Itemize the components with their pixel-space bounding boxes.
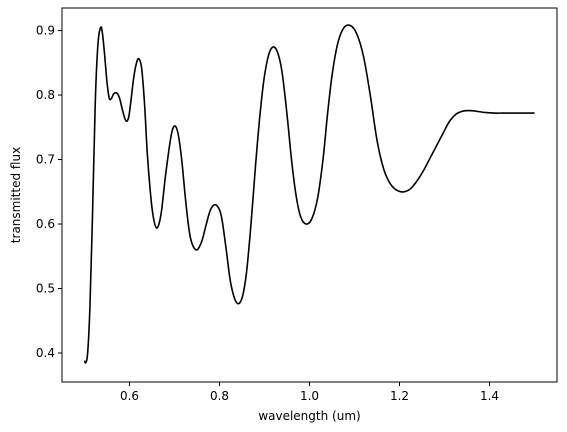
x-tick-label: 1.4 — [480, 389, 499, 403]
y-tick-label: 0.4 — [36, 346, 55, 360]
series-line-0 — [83, 24, 535, 364]
x-tick-label: 0.6 — [120, 389, 139, 403]
y-tick-label: 0.7 — [36, 153, 55, 167]
x-tick-label: 1.0 — [300, 389, 319, 403]
plot-area — [83, 24, 535, 364]
x-tick-label: 0.8 — [210, 389, 229, 403]
x-axis-label: wavelength (um) — [258, 409, 360, 423]
x-tick-label: 1.2 — [390, 389, 409, 403]
y-axis-label: transmitted flux — [9, 147, 23, 243]
y-tick-label: 0.8 — [36, 88, 55, 102]
y-axis: 0.4 0.5 0.6 0.7 0.8 0.9 — [36, 24, 62, 360]
y-tick-label: 0.5 — [36, 282, 55, 296]
x-axis: 0.6 0.8 1.0 1.2 1.4 — [120, 382, 499, 403]
y-tick-label: 0.6 — [36, 217, 55, 231]
y-tick-label: 0.9 — [36, 24, 55, 38]
